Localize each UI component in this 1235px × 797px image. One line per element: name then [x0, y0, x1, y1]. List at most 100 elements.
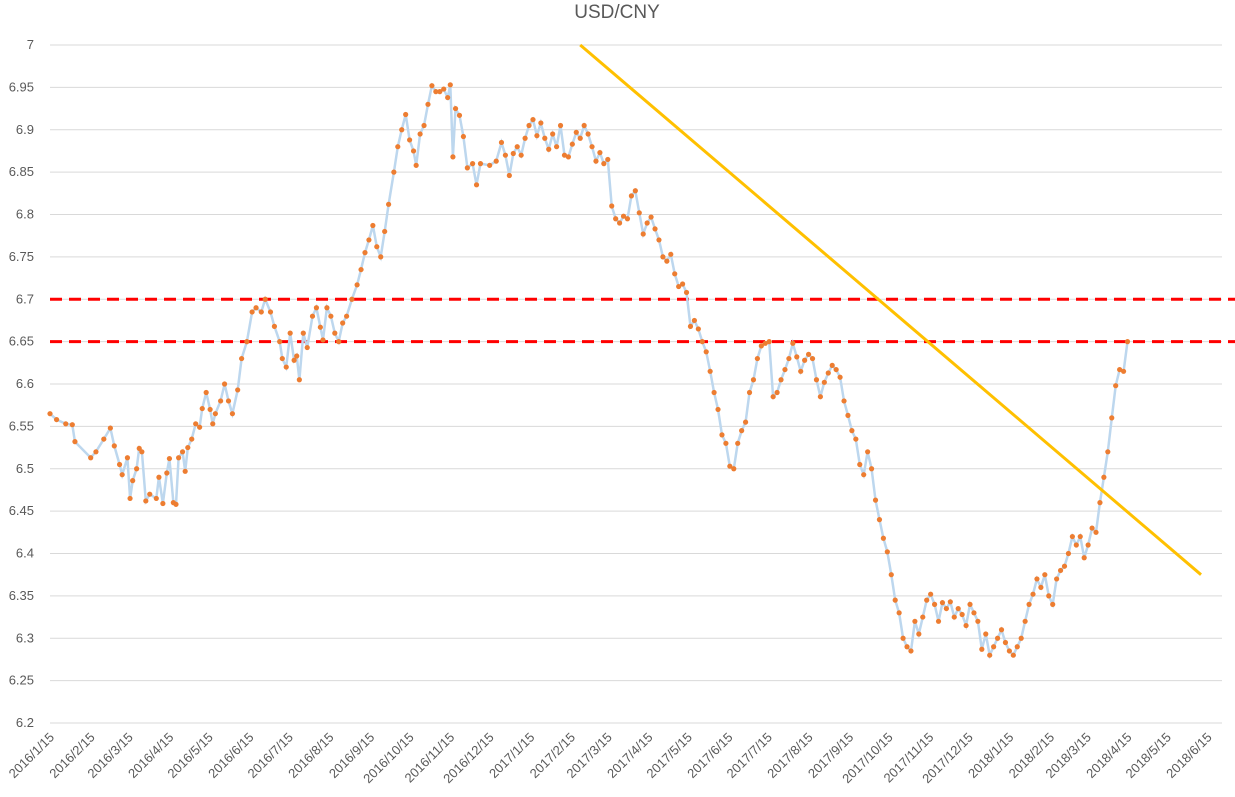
data-point — [585, 131, 591, 137]
y-tick-label: 6.95 — [9, 79, 34, 94]
data-point — [421, 122, 427, 129]
data-point — [1105, 449, 1111, 455]
data-point — [628, 193, 635, 199]
data-point — [147, 491, 153, 497]
data-point — [166, 455, 173, 462]
data-point — [410, 148, 417, 154]
chart-title: USD/CNY — [574, 2, 660, 23]
data-point — [597, 150, 603, 156]
data-point — [1124, 339, 1131, 345]
data-point — [841, 398, 847, 404]
data-point — [809, 355, 816, 362]
data-point — [632, 188, 638, 194]
data-point — [530, 116, 536, 123]
data-point — [1018, 635, 1024, 641]
data-point — [1038, 584, 1044, 591]
data-point — [1113, 383, 1119, 389]
data-point — [344, 313, 350, 319]
data-point — [805, 351, 812, 357]
y-tick-label: 6.25 — [9, 673, 34, 688]
data-point — [522, 135, 528, 141]
data-point — [798, 368, 804, 374]
data-point — [825, 370, 831, 376]
data-point — [93, 449, 99, 455]
data-point — [963, 622, 969, 629]
data-point — [1002, 639, 1009, 646]
y-tick-label: 6.45 — [9, 503, 34, 518]
data-point — [291, 357, 297, 363]
data-point — [391, 169, 397, 175]
data-point — [1030, 591, 1036, 597]
data-point — [636, 210, 642, 216]
data-point — [189, 436, 195, 442]
data-point — [283, 364, 289, 370]
data-point — [857, 461, 863, 468]
data-point — [354, 282, 360, 288]
data-point — [506, 172, 512, 179]
data-point — [1073, 542, 1079, 548]
data-point — [593, 158, 599, 164]
data-point — [328, 313, 334, 319]
data-point — [648, 214, 654, 220]
data-point — [197, 424, 203, 430]
data-point — [179, 449, 186, 455]
data-point — [1057, 567, 1064, 574]
data-point — [605, 156, 611, 163]
data-point — [892, 597, 898, 603]
y-tick-label: 6.65 — [9, 334, 34, 349]
y-tick-label: 7 — [27, 37, 34, 52]
data-point — [565, 154, 572, 160]
data-point — [1061, 563, 1068, 569]
y-tick-label: 6.55 — [9, 418, 34, 433]
data-point — [304, 344, 310, 351]
data-point — [1081, 555, 1087, 561]
data-point — [279, 355, 285, 362]
data-point — [441, 86, 447, 92]
data-point — [349, 296, 355, 302]
data-point — [477, 161, 484, 167]
data-point — [53, 416, 60, 423]
data-point — [239, 355, 245, 362]
data-point — [182, 468, 188, 474]
data-point — [794, 354, 800, 360]
y-tick-label: 6.7 — [16, 291, 34, 306]
data-point — [920, 614, 926, 620]
data-point — [464, 165, 470, 171]
series-layer — [47, 82, 1131, 660]
data-point — [450, 154, 456, 160]
data-point — [124, 455, 131, 461]
data-point — [987, 652, 993, 658]
data-point — [207, 406, 213, 413]
data-point — [542, 135, 548, 141]
data-point — [413, 162, 419, 168]
data-point — [235, 387, 241, 393]
data-point — [382, 228, 388, 235]
data-point — [971, 610, 977, 616]
data-point — [664, 258, 670, 264]
data-point — [143, 498, 149, 504]
y-tick-label: 6.9 — [16, 122, 34, 137]
data-point — [715, 406, 721, 413]
data-point — [445, 94, 451, 101]
data-point — [786, 355, 792, 362]
y-tick-label: 6.85 — [9, 164, 34, 179]
data-point — [460, 133, 467, 140]
data-point — [699, 339, 705, 345]
data-point — [750, 377, 757, 383]
data-point — [1014, 644, 1020, 650]
data-point — [1050, 601, 1056, 607]
data-point — [849, 428, 855, 434]
data-point — [296, 377, 302, 383]
data-point — [868, 466, 875, 472]
data-point — [833, 366, 839, 373]
data-point — [1109, 415, 1115, 421]
data-point — [943, 605, 949, 612]
data-point — [683, 289, 690, 296]
data-point — [601, 161, 607, 167]
data-point — [447, 82, 453, 88]
data-point — [880, 535, 886, 541]
data-point — [1085, 542, 1091, 548]
data-point — [358, 266, 364, 273]
data-point — [300, 330, 306, 336]
data-point — [991, 644, 997, 650]
